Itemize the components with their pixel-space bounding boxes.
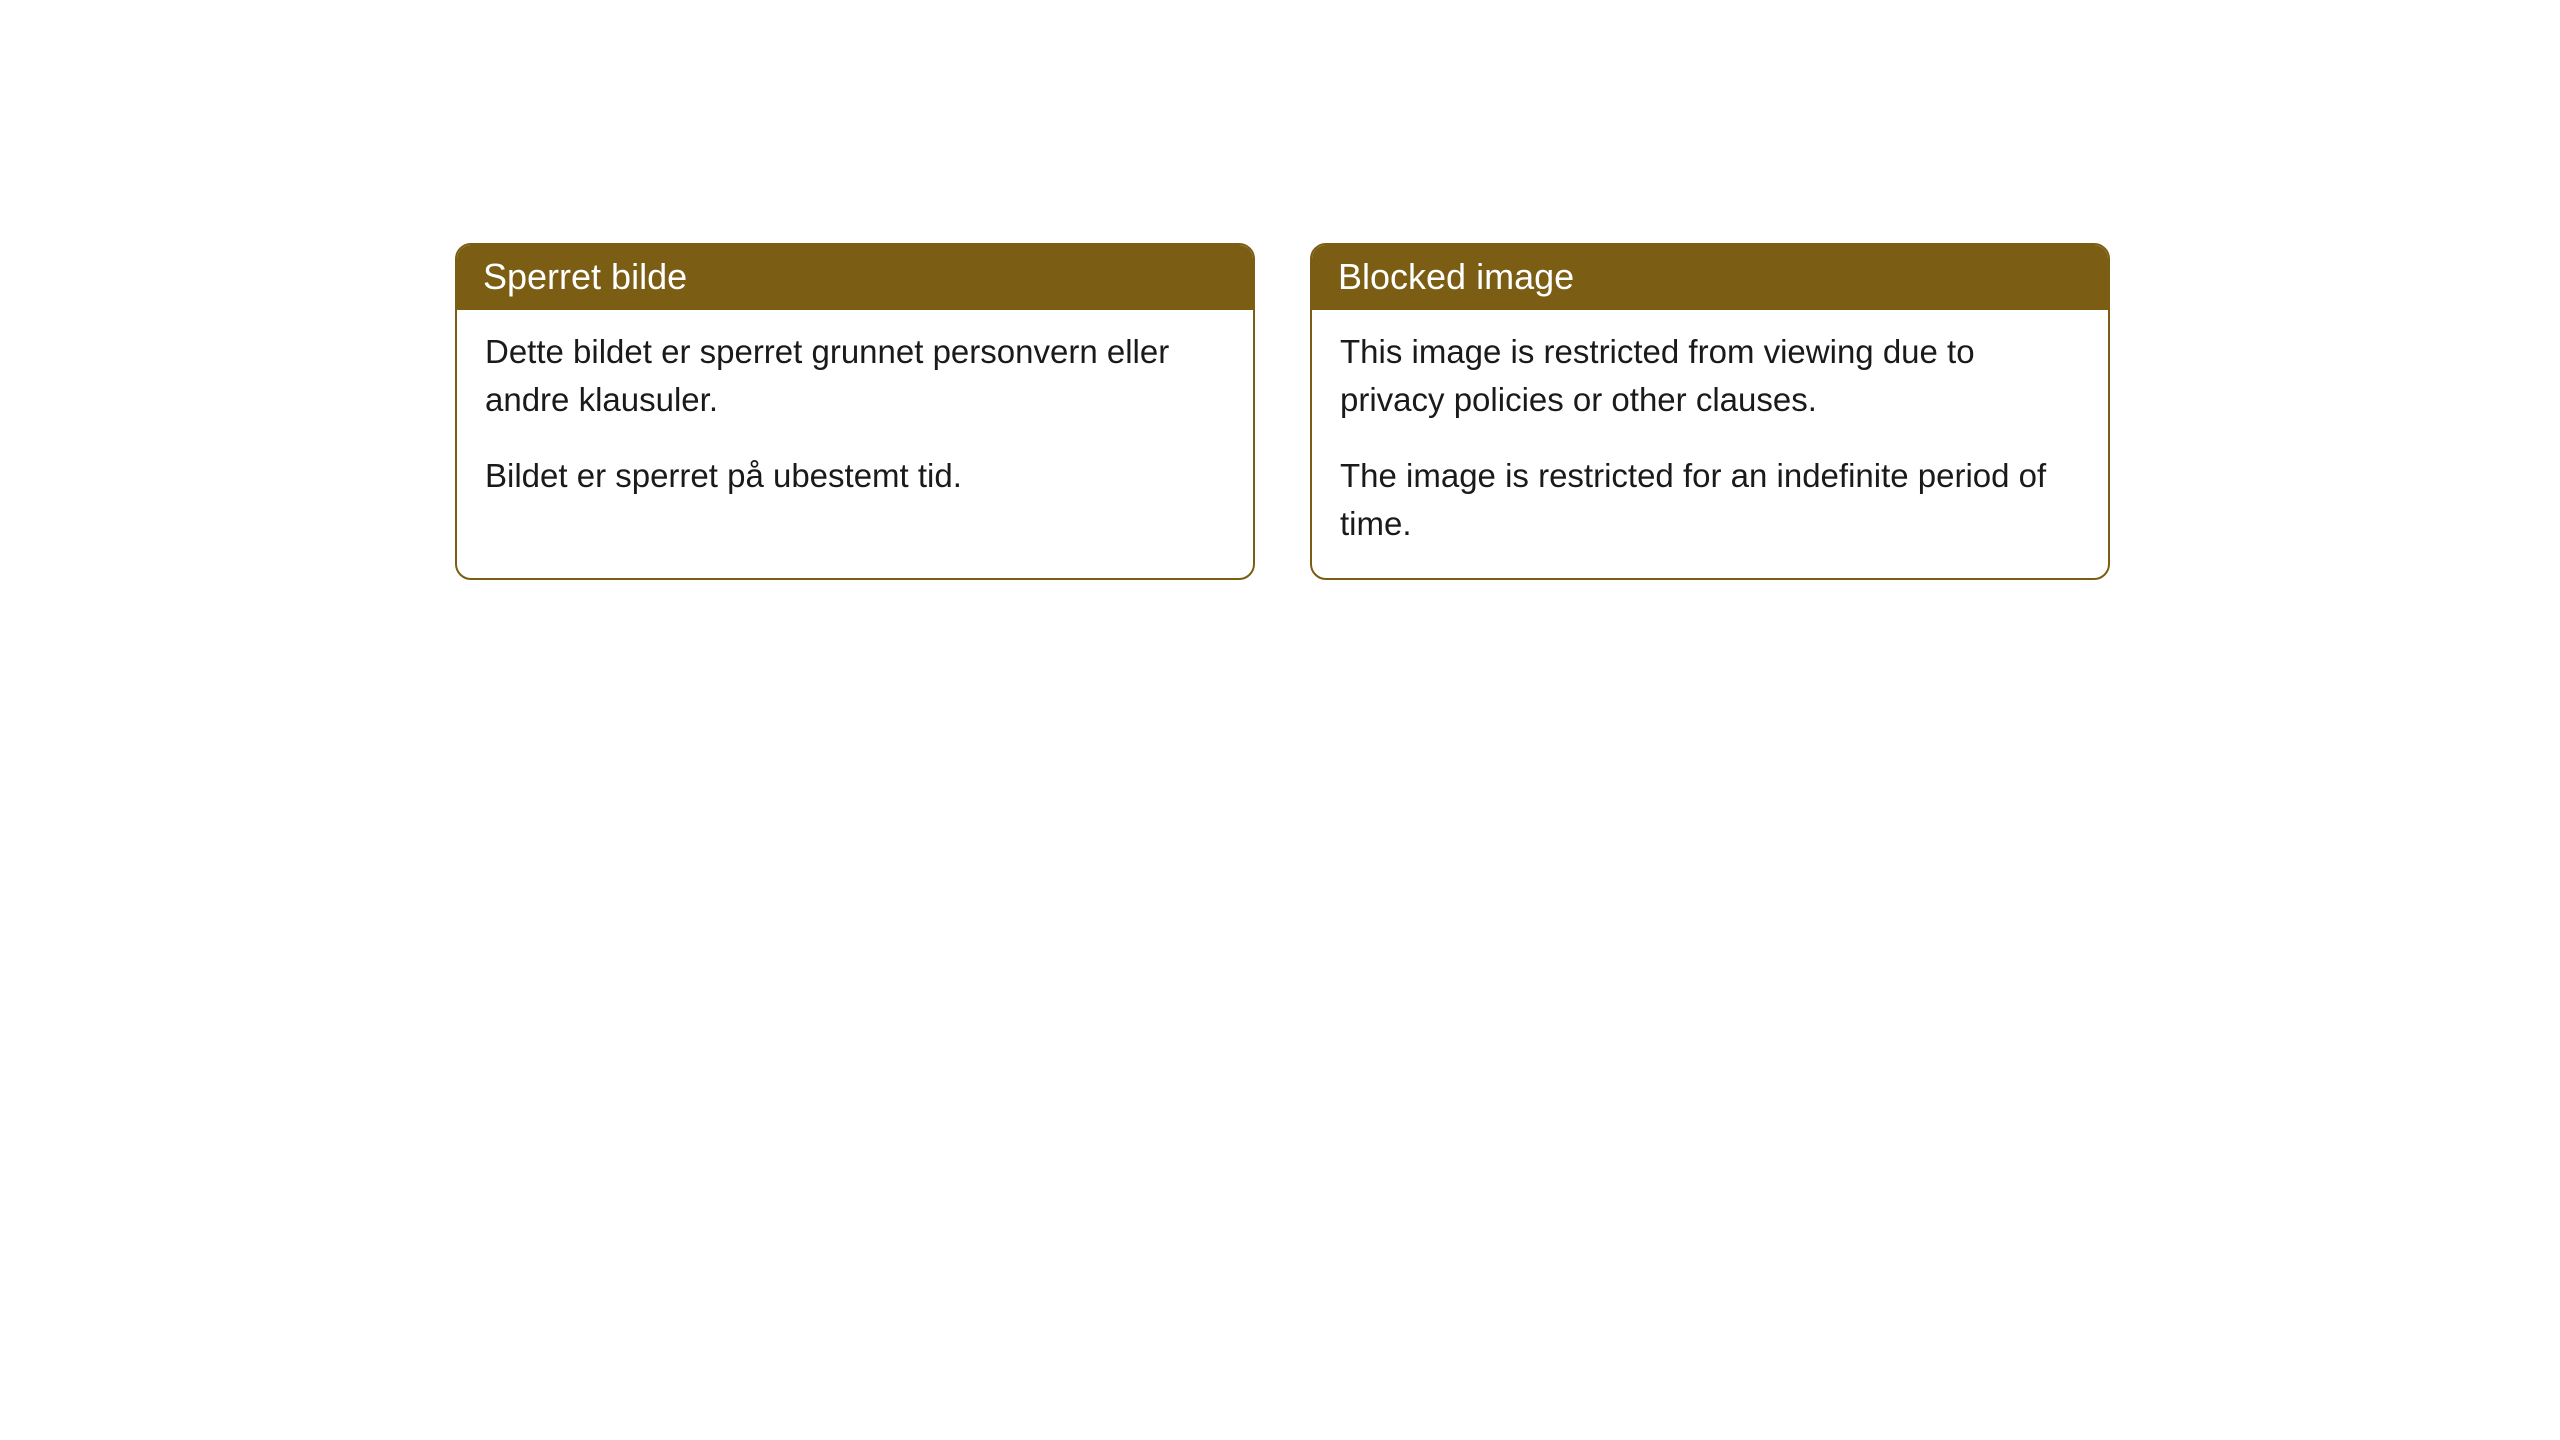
card-header: Blocked image <box>1312 245 2108 310</box>
card-header: Sperret bilde <box>457 245 1253 310</box>
card-title: Sperret bilde <box>483 256 687 297</box>
notice-card-english: Blocked image This image is restricted f… <box>1310 243 2110 580</box>
card-body: This image is restricted from viewing du… <box>1312 310 2108 577</box>
card-paragraph: This image is restricted from viewing du… <box>1340 328 2080 424</box>
card-paragraph: Bildet er sperret på ubestemt tid. <box>485 452 1225 500</box>
card-body: Dette bildet er sperret grunnet personve… <box>457 310 1253 530</box>
notice-card-norwegian: Sperret bilde Dette bildet er sperret gr… <box>455 243 1255 580</box>
card-paragraph: The image is restricted for an indefinit… <box>1340 452 2080 548</box>
card-title: Blocked image <box>1338 256 1574 297</box>
card-paragraph: Dette bildet er sperret grunnet personve… <box>485 328 1225 424</box>
notice-cards-container: Sperret bilde Dette bildet er sperret gr… <box>455 243 2110 580</box>
